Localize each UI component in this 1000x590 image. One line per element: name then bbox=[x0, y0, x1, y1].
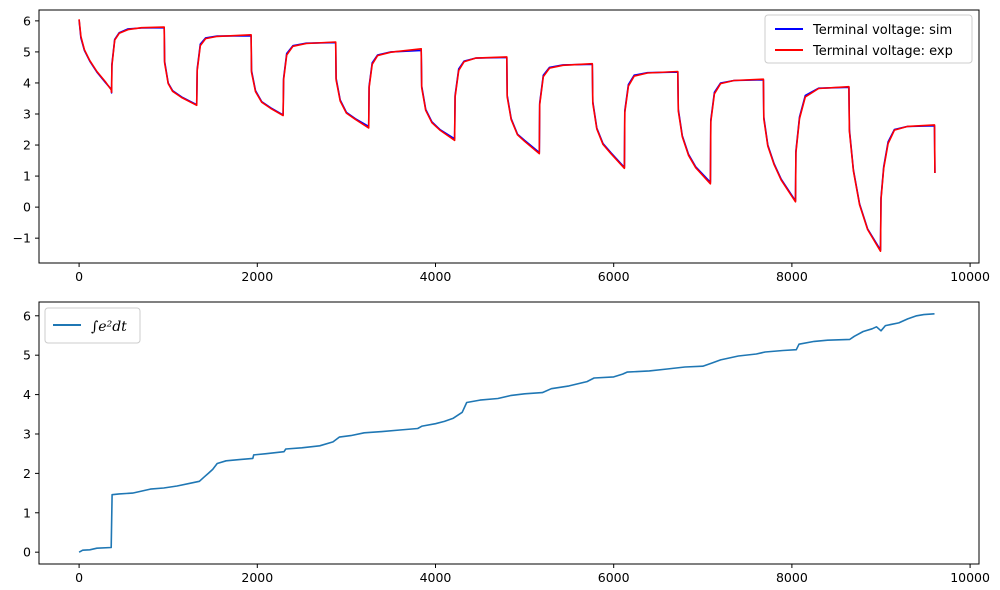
integral-y-tick-label: 6 bbox=[23, 308, 31, 323]
integral-y-tick-label: 4 bbox=[23, 387, 31, 402]
integral-x-tick-label: 0 bbox=[75, 570, 83, 585]
voltage-x-tick-label: 8000 bbox=[776, 269, 808, 284]
voltage-x-tick-label: 4000 bbox=[420, 269, 452, 284]
voltage-chart-axes: 0 2000 4000 6000 8000 10000 −1 0 1 2 3 4 5 6 bbox=[13, 13, 990, 284]
voltage-legend-box bbox=[764, 14, 973, 64]
integral-chart-axes: 0 2000 4000 6000 8000 10000 0 1 2 3 4 5 6 bbox=[23, 308, 990, 585]
integral-x-tick-label: 10000 bbox=[950, 570, 990, 585]
legend-label-sim: Terminal voltage: sim bbox=[812, 23, 952, 38]
integral-x-tick-label: 6000 bbox=[598, 570, 630, 585]
integral-error-chart: 0 2000 4000 6000 8000 10000 0 1 2 3 4 5 6 ∫e²dt bbox=[23, 301, 990, 585]
voltage-x-tick-label: 2000 bbox=[241, 269, 273, 284]
integral-series-integral-line bbox=[78, 313, 935, 553]
voltage-chart-series bbox=[78, 19, 936, 252]
voltage-y-tick-label: 0 bbox=[23, 200, 31, 215]
voltage-y-tick-label: 6 bbox=[23, 13, 31, 28]
integral-chart-series bbox=[78, 313, 935, 553]
integral-chart-frame bbox=[38, 301, 980, 565]
integral-x-tick-label: 2000 bbox=[241, 570, 273, 585]
voltage-chart-legend: Terminal voltage: sim Terminal voltage: … bbox=[764, 14, 973, 64]
integral-x-tick-label: 8000 bbox=[776, 570, 808, 585]
voltage-y-tick-label: 5 bbox=[23, 44, 31, 59]
integral-chart-legend: ∫e²dt bbox=[44, 307, 141, 344]
legend-label-exp: Terminal voltage: exp bbox=[812, 44, 953, 59]
voltage-y-tick-label: −1 bbox=[13, 231, 31, 246]
integral-y-tick-label: 2 bbox=[23, 466, 31, 481]
integral-y-tick-label: 1 bbox=[23, 505, 31, 520]
integral-y-tick-label: 5 bbox=[23, 348, 31, 363]
integral-legend-box bbox=[44, 307, 141, 344]
voltage-y-tick-label: 2 bbox=[23, 138, 31, 153]
voltage-y-tick-label: 4 bbox=[23, 75, 31, 90]
voltage-x-tick-label: 10000 bbox=[950, 269, 990, 284]
voltage-chart-frame bbox=[38, 9, 980, 264]
voltage-x-tick-label: 0 bbox=[75, 269, 83, 284]
voltage-y-tick-label: 3 bbox=[23, 106, 31, 121]
voltage-series-exp-line bbox=[78, 19, 936, 252]
voltage-chart: 0 2000 4000 6000 8000 10000 −1 0 1 2 3 4 5 6 Terminal… bbox=[13, 9, 990, 284]
integral-y-tick-label: 0 bbox=[23, 545, 31, 560]
integral-x-tick-label: 4000 bbox=[420, 570, 452, 585]
integral-y-tick-label: 3 bbox=[23, 426, 31, 441]
voltage-x-tick-label: 6000 bbox=[598, 269, 630, 284]
legend-label-integral: ∫e²dt bbox=[91, 319, 127, 335]
voltage-y-tick-label: 1 bbox=[23, 169, 31, 184]
